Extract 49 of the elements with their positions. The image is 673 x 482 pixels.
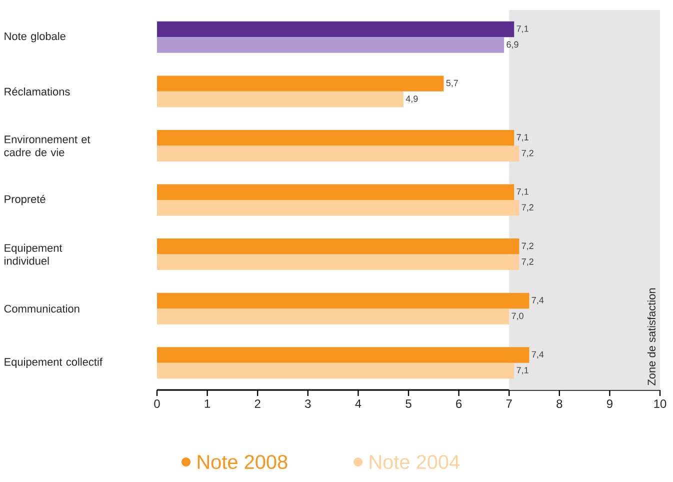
data-label: 7,4: [532, 297, 544, 304]
legend-label: Note 2004: [370, 454, 460, 470]
data-label: 7,1: [516, 367, 528, 374]
x-tick-label: 1: [204, 400, 210, 408]
data-label: 7,1: [516, 26, 528, 33]
data-label: 7,2: [522, 150, 534, 158]
x-tick-label: 10: [654, 400, 666, 408]
x-tick-label: 7: [506, 400, 512, 408]
data-label: 6,9: [506, 41, 518, 49]
bar: [157, 21, 514, 38]
bar: [157, 184, 514, 200]
data-label: 7,0: [512, 312, 524, 320]
data-label: 5,7: [446, 80, 458, 88]
data-label: 7,2: [522, 258, 534, 266]
legend-label: Note 2008: [198, 454, 288, 470]
bar: [157, 91, 404, 108]
x-tick-label: 9: [606, 400, 612, 408]
bar: [157, 200, 520, 216]
x-tick-label: 0: [154, 400, 160, 408]
y-tick-label: Equipement individuel: [4, 244, 62, 265]
data-label: 4,9: [406, 96, 418, 103]
bar: [157, 238, 520, 254]
bar: [157, 347, 530, 363]
bar: [157, 146, 520, 162]
bar: [157, 37, 504, 53]
x-tick-label: 8: [556, 400, 562, 408]
x-tick-label: 2: [254, 400, 260, 408]
bar: [157, 254, 520, 270]
data-label: 7,4: [532, 351, 544, 359]
bar: [157, 76, 444, 92]
x-tick-label: 4: [355, 400, 362, 408]
band-label: Zone de satisfaction: [647, 288, 656, 386]
y-tick-label: Communication: [4, 304, 80, 313]
bar: [157, 308, 510, 324]
x-tick-label: 5: [406, 400, 412, 408]
y-tick-label: Environnement et cadre de vie: [4, 135, 90, 156]
x-tick-label: 3: [305, 400, 311, 408]
data-label: 7,1: [516, 188, 528, 196]
bar: [157, 362, 514, 379]
y-tick-label: Propreté: [4, 194, 46, 206]
data-label: 7,1: [516, 134, 528, 142]
data-label: 7,2: [522, 204, 534, 212]
y-tick-label: Réclamations: [4, 87, 70, 96]
y-tick-label: Note globale: [4, 32, 66, 42]
x-tick-label: 6: [456, 400, 462, 408]
y-tick-label: Equipement collectif: [4, 358, 102, 368]
bar: [157, 292, 530, 309]
bar: [157, 130, 514, 146]
data-label: 7,2: [522, 242, 534, 250]
